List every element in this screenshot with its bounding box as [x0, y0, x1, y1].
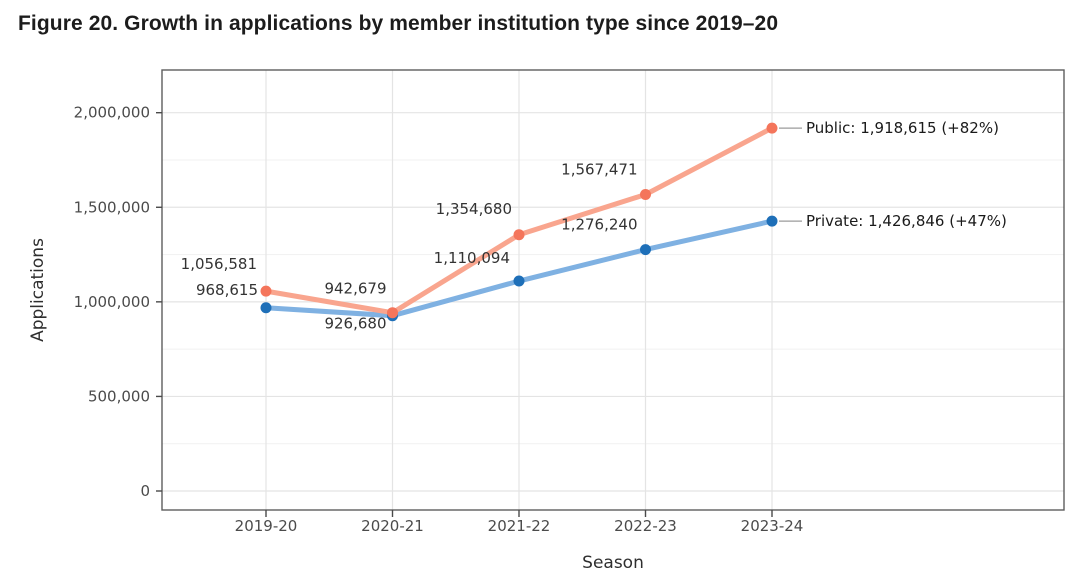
private-data-label: 926,680: [324, 315, 386, 333]
public-point: [260, 285, 272, 297]
y-tick-label: 1,000,000: [74, 293, 150, 311]
private-end-label: Private: 1,426,846 (+47%): [806, 212, 1007, 230]
private-point: [260, 302, 272, 314]
panel-border: [161, 69, 1065, 511]
public-point: [640, 189, 651, 201]
x-tick-label: 2020-21: [361, 517, 424, 535]
private-point: [766, 215, 778, 227]
y-tick-label: 0: [140, 482, 150, 500]
plot-panel: 0 500,000 1,000,000 1,500,000 2,000,000 2019-…: [74, 69, 1065, 535]
public-point: [513, 229, 525, 241]
public-point: [766, 122, 778, 134]
private-point: [640, 244, 651, 256]
x-axis-title: Season: [582, 553, 644, 573]
y-tick-label: 2,000,000: [74, 104, 150, 122]
public-data-label: 1,056,581: [181, 255, 257, 273]
x-tick-label: 2023-24: [741, 517, 804, 535]
x-tick-label: 2022-23: [614, 517, 677, 535]
x-tick-label: 2021-22: [488, 517, 551, 535]
y-tick-label: 1,500,000: [74, 198, 150, 216]
private-point: [513, 275, 525, 287]
public-end-label: Public: 1,918,615 (+82%): [806, 119, 999, 137]
y-tick-label: 500,000: [88, 387, 150, 405]
private-data-label: 968,615: [196, 281, 258, 299]
public-point: [387, 307, 398, 319]
x-tick-label: 2019-20: [235, 517, 298, 535]
private-data-label: 1,276,240: [561, 216, 637, 234]
figure-title: Figure 20. Growth in applications by mem…: [18, 12, 779, 35]
public-data-label: 1,567,471: [561, 161, 637, 179]
public-data-label: 942,679: [324, 280, 386, 298]
public-data-label: 1,354,680: [436, 200, 512, 218]
private-data-label: 1,110,094: [434, 249, 510, 267]
